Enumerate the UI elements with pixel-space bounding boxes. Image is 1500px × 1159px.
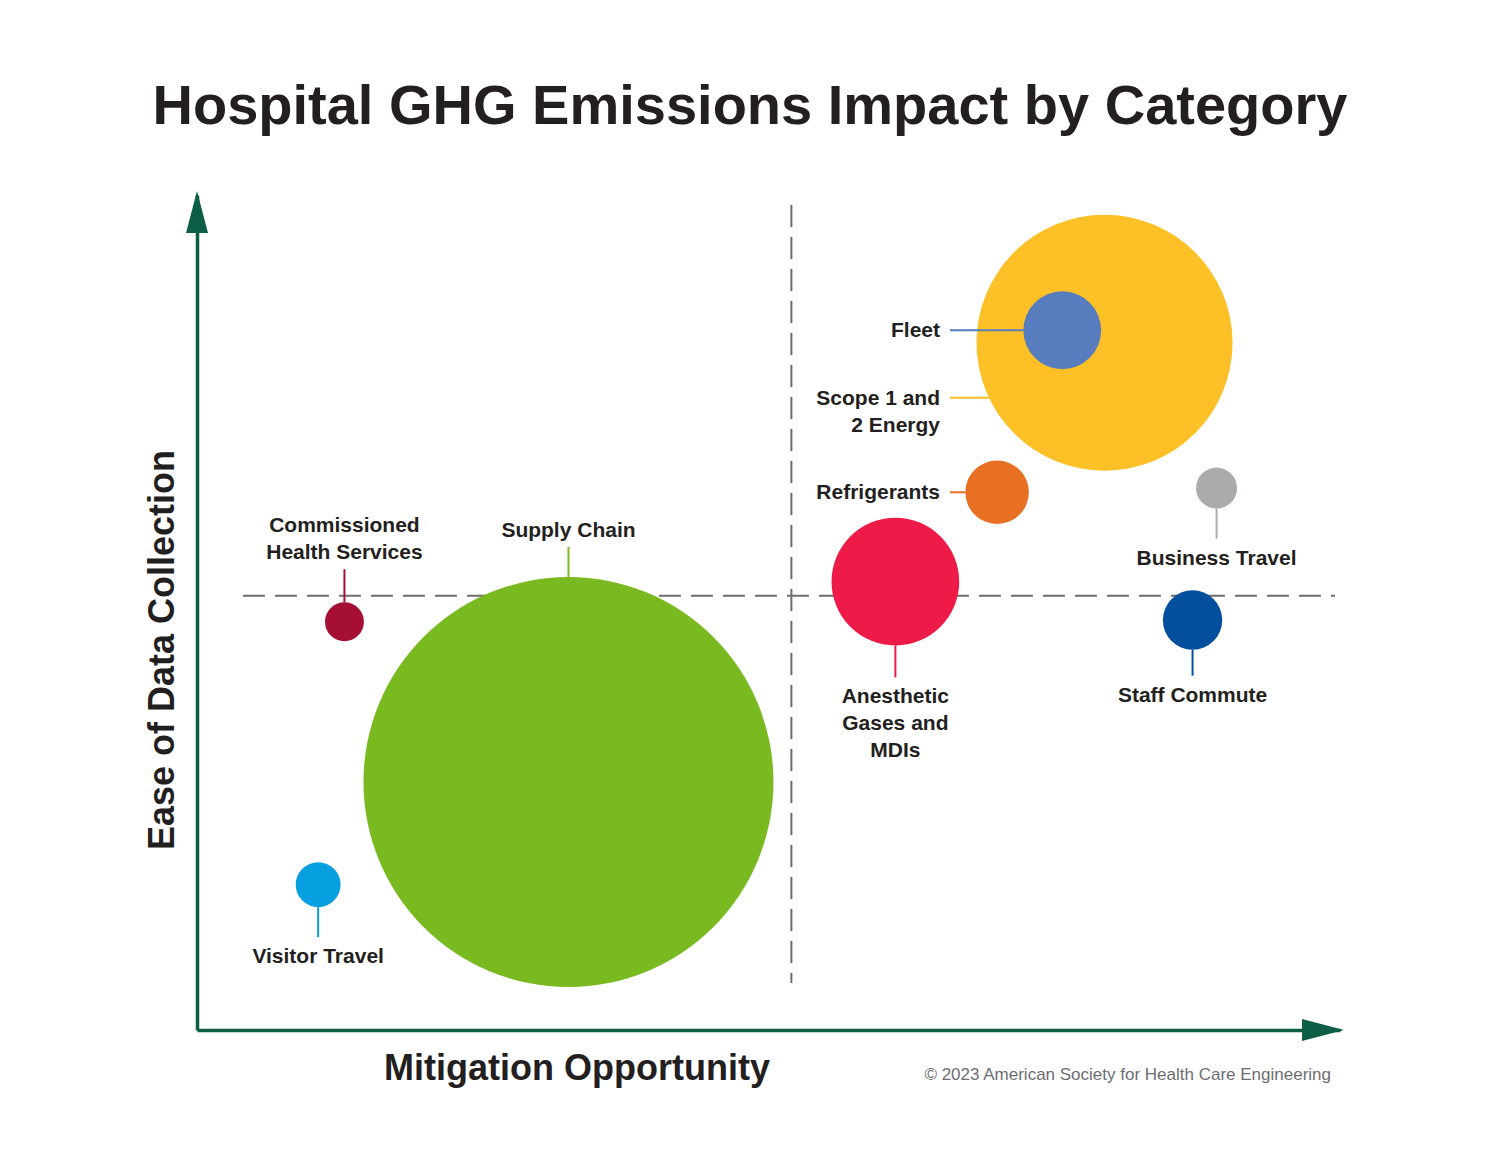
bubble bbox=[1023, 291, 1101, 369]
leader-line bbox=[317, 907, 319, 937]
bubble-label: Supply Chain bbox=[501, 518, 635, 541]
labels: Commissioned Health Services Supply Chain V… bbox=[252, 318, 1296, 967]
chart: Hospital GHG Emissions Impact by Categor… bbox=[0, 0, 1500, 1159]
quadrant-divider bbox=[790, 205, 792, 983]
bubble-label: Business Travel bbox=[1137, 546, 1297, 569]
leader-line bbox=[894, 645, 896, 677]
leader-line bbox=[950, 329, 1023, 331]
bubble-label: Visitor Travel bbox=[252, 944, 384, 967]
bubble bbox=[977, 215, 1233, 471]
bubble-label: Scope 1 and bbox=[816, 386, 940, 409]
bubble-label: Refrigerants bbox=[816, 480, 940, 503]
bubble-label: Commissioned bbox=[269, 513, 420, 536]
bubble-label: Gases and bbox=[842, 711, 948, 734]
leader-line bbox=[950, 491, 965, 493]
bubble-label: Staff Commute bbox=[1118, 683, 1267, 706]
bubble-label: Health Services bbox=[266, 540, 422, 563]
plot-area bbox=[296, 215, 1237, 987]
y-axis-title: Ease of Data Collection bbox=[141, 450, 182, 850]
axis-arrow bbox=[1302, 1019, 1344, 1041]
bubble-label: Fleet bbox=[891, 318, 940, 341]
leader-line bbox=[343, 569, 345, 602]
bubble-label: MDIs bbox=[870, 738, 920, 761]
bubble bbox=[965, 461, 1029, 525]
bubble bbox=[1163, 590, 1222, 649]
bubble-label: Anesthetic bbox=[842, 684, 950, 707]
bubble bbox=[296, 862, 341, 907]
bubble bbox=[363, 577, 773, 987]
leader-line bbox=[950, 397, 989, 399]
leader-line bbox=[1216, 509, 1218, 539]
bubble bbox=[1196, 468, 1237, 509]
source-note: © 2023 American Society for Health Care … bbox=[924, 1065, 1331, 1084]
y-axis bbox=[197, 196, 198, 1031]
title: Hospital GHG Emissions Impact by Categor… bbox=[153, 73, 1348, 136]
bubble bbox=[325, 602, 364, 641]
quadrant-divider bbox=[243, 595, 1335, 597]
leader-line bbox=[1192, 650, 1194, 676]
bubble bbox=[832, 518, 960, 646]
axis-line bbox=[196, 196, 200, 1031]
axis-line bbox=[198, 1029, 1341, 1033]
x-axis bbox=[198, 1030, 1341, 1031]
leader-line bbox=[567, 547, 569, 577]
axis-arrow bbox=[186, 191, 208, 233]
x-axis-title: Mitigation Opportunity bbox=[384, 1047, 770, 1088]
bubble-label: 2 Energy bbox=[851, 413, 940, 436]
